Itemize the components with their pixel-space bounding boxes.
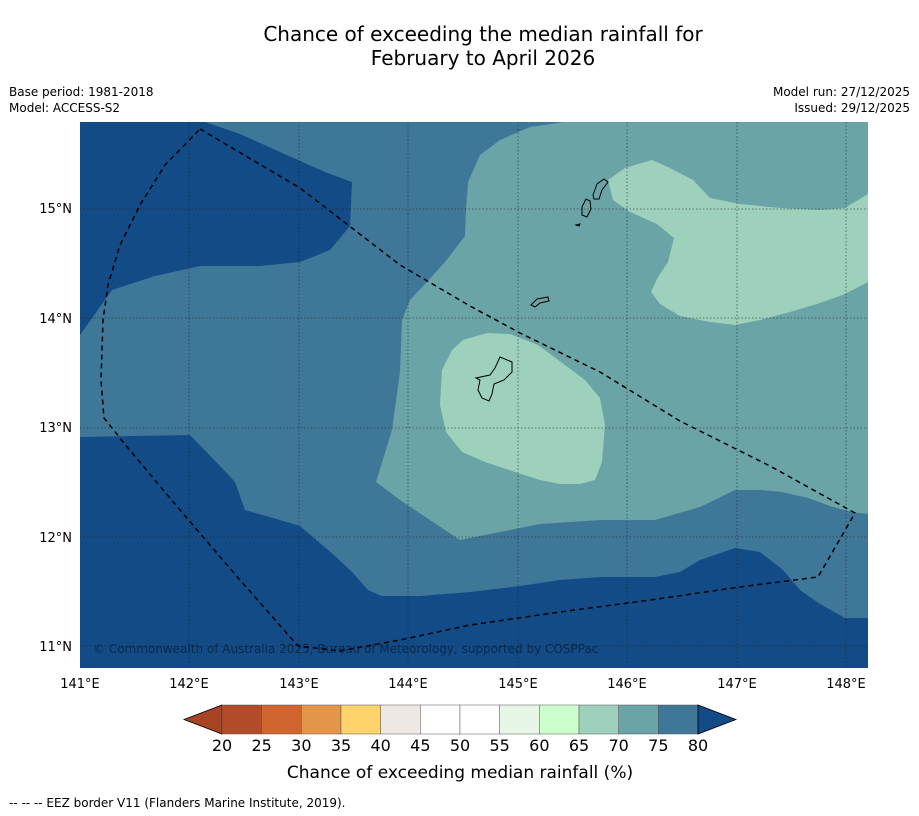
lon-label: 144°E (388, 677, 428, 692)
metadata-right: Model run: 27/12/2025 Issued: 29/12/2025 (773, 84, 910, 116)
lon-label: 145°E (498, 677, 538, 692)
colorbar-label: 65 (569, 736, 589, 755)
eez-footnote: -- -- -- EEZ border V11 (Flanders Marine… (9, 796, 346, 810)
lat-label: 15°N (39, 202, 72, 217)
colorbar-segment (658, 704, 699, 735)
model-run-text: Model run: 27/12/2025 (772, 85, 910, 99)
lat-label: 12°N (39, 531, 72, 546)
colorbar-label: 20 (212, 736, 232, 755)
colorbar-title: Chance of exceeding median rainfall (%) (287, 763, 633, 783)
colorbar-label: 55 (489, 736, 509, 755)
lon-labels: 141°E 142°E 143°E 144°E 145°E 146°E 147°… (60, 677, 866, 692)
eez-border (100, 128, 857, 652)
colorbar-label: 30 (291, 736, 311, 755)
colorbar-segment (539, 704, 580, 735)
colorbar-segment (261, 704, 302, 735)
base-period-text: Base period: 1981-2018 (9, 85, 154, 99)
colorbar-segment (340, 704, 381, 735)
colorbar-segment (380, 704, 421, 735)
colorbar-label: 40 (370, 736, 390, 755)
lon-label: 143°E (279, 677, 319, 692)
metadata-left: Base period: 1981-2018 Model: ACCESS-S2 (9, 84, 154, 116)
zone-60-65-guam (440, 333, 605, 484)
colorbar-label: 60 (529, 736, 549, 755)
rota-island (530, 296, 550, 308)
model-text: Model: ACCESS-S2 (9, 101, 121, 115)
colorbar-label: 70 (608, 736, 628, 755)
colorbar: 20 25 30 35 40 45 50 55 60 65 70 75 80 Chance of exc… (182, 704, 738, 783)
lat-labels: 15°N 14°N 13°N 12°N 11°N (39, 202, 72, 655)
colorbar-segment (420, 704, 461, 735)
colorbar-segment (221, 704, 262, 735)
colorbar-over-arrow (697, 704, 738, 735)
colorbar-segment (459, 704, 500, 735)
lon-label: 141°E (60, 677, 100, 692)
lat-label: 13°N (39, 421, 72, 436)
colorbar-label: 35 (331, 736, 351, 755)
colorbar-label: 80 (688, 736, 708, 755)
colorbar-under-arrow (182, 704, 223, 735)
issued-text: Issued: 29/12/2025 (794, 101, 910, 115)
aguijan-island (574, 223, 581, 227)
lon-label: 148°E (826, 677, 866, 692)
colorbar-label: 45 (410, 736, 430, 755)
lon-label: 146°E (607, 677, 647, 692)
copyright-notice: © Commonwealth of Australia 2025, Bureau… (93, 642, 598, 656)
colorbar-label: 25 (251, 736, 271, 755)
colorbar-segment (301, 704, 342, 735)
map-area: © Commonwealth of Australia 2025, Bureau… (80, 122, 868, 668)
zone-60-65-northeast (608, 160, 868, 325)
colorbar-segment (618, 704, 659, 735)
colorbar-segments (221, 704, 699, 735)
title-line-2: February to April 2026 (370, 46, 596, 70)
lat-label: 11°N (39, 640, 72, 655)
colorbar-label: 50 (450, 736, 470, 755)
tinian-island (581, 198, 592, 218)
chart-title: Chance of exceeding the median rainfall … (0, 22, 919, 70)
colorbar-label: 75 (648, 736, 668, 755)
colorbar-segment (499, 704, 540, 735)
title-line-1: Chance of exceeding the median rainfall … (263, 22, 703, 46)
lon-label: 147°E (717, 677, 757, 692)
islands (474, 178, 609, 402)
colorbar-segment (578, 704, 619, 735)
lon-label: 142°E (169, 677, 209, 692)
gridlines (80, 122, 868, 668)
guam-island (474, 356, 513, 402)
colorbar-labels: 20 25 30 35 40 45 50 55 60 65 70 75 80 (212, 736, 708, 755)
lat-label: 14°N (39, 312, 72, 327)
saipan-island (592, 178, 609, 200)
